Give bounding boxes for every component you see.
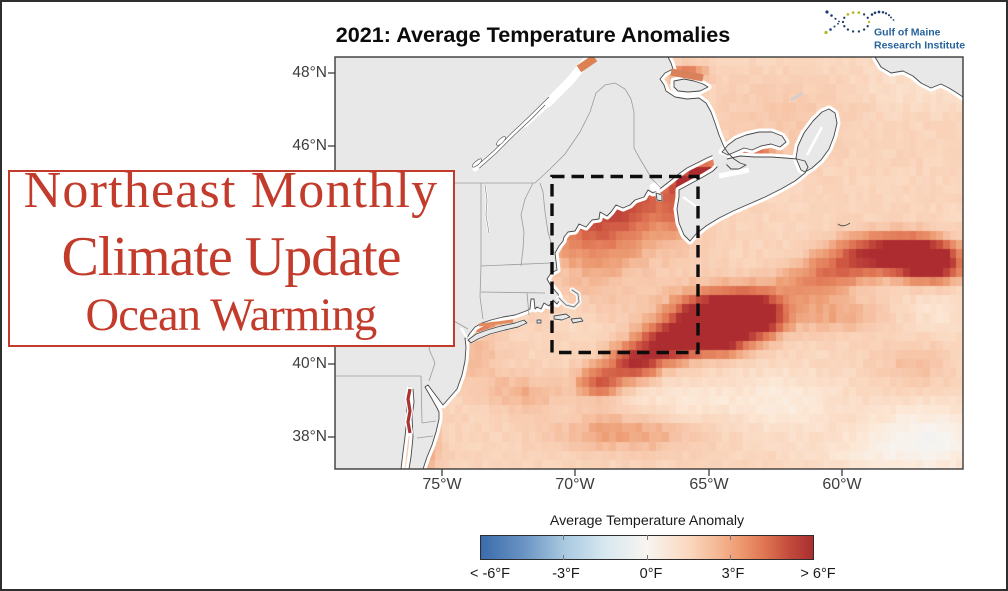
svg-text:Gulf of Maine: Gulf of Maine xyxy=(874,27,941,39)
svg-text:Research Institute: Research Institute xyxy=(874,40,965,52)
